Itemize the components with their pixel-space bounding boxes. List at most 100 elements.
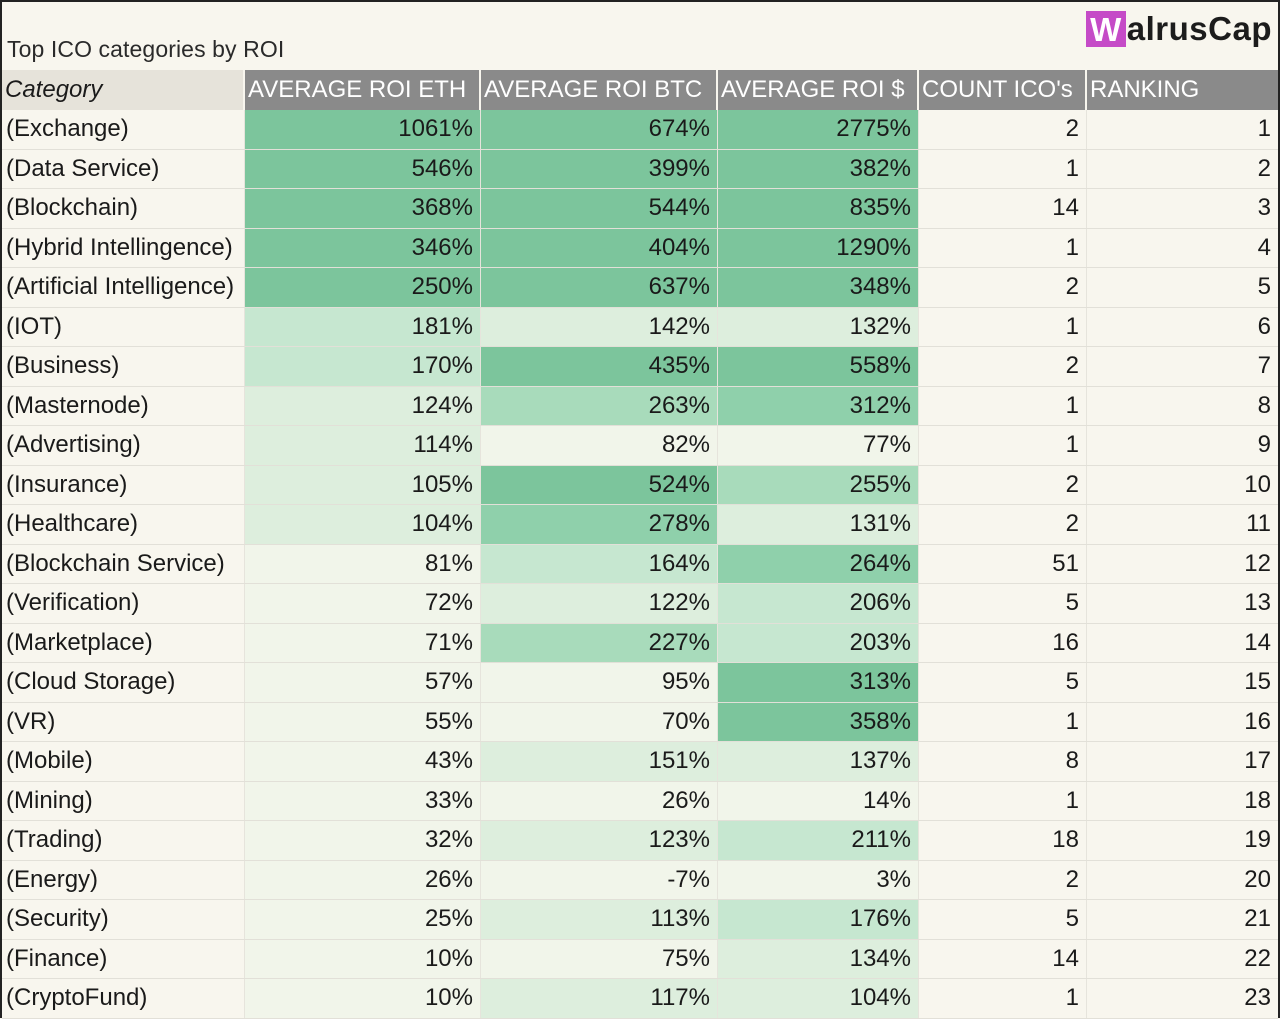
roi-eth-cell: 250% <box>245 268 481 307</box>
table-row: (Energy) 26% -7% 3% 2 20 <box>2 860 1278 900</box>
count-ico-cell: 14 <box>919 189 1087 228</box>
roi-usd-cell: 255% <box>718 465 919 504</box>
category-cell: (Cloud Storage) <box>2 663 245 702</box>
ranking-cell: 7 <box>1257 352 1271 379</box>
table-row: (CryptoFund) 10% 117% 104% 1 23 <box>2 979 1278 1019</box>
header-roi-usd: AVERAGE ROI $ <box>718 70 919 110</box>
ranking-cell: 20 <box>1244 865 1271 893</box>
roi-eth-cell: 1061% <box>245 110 481 149</box>
roi-btc-cell: 524% <box>481 465 718 504</box>
ranking-cell: 4 <box>1257 233 1271 261</box>
roi-eth-cell: 71% <box>245 623 481 662</box>
count-ico-cell: 8 <box>919 742 1087 781</box>
count-ico-cell: 2 <box>919 465 1087 504</box>
table-row: (Data Service) 546% 399% 382% 1 2 <box>2 149 1278 189</box>
roi-usd-cell: 104% <box>718 979 919 1018</box>
roi-usd-cell: 137% <box>718 742 919 781</box>
roi-btc-cell: 263% <box>481 386 718 425</box>
roi-eth-cell: 33% <box>245 781 481 820</box>
category-cell: (Verification) <box>2 584 245 623</box>
ranking-cell: 17 <box>1244 747 1271 774</box>
ranking-cell: 22 <box>1244 944 1271 972</box>
roi-eth-cell: 124% <box>245 386 481 425</box>
logo-initial: W <box>1086 11 1126 48</box>
count-ico-cell: 1 <box>919 781 1087 820</box>
roi-usd-cell: 313% <box>718 663 919 702</box>
chart-title: Top ICO categories by ROI <box>7 36 285 62</box>
ranking-cell: 15 <box>1244 668 1271 695</box>
roi-eth-cell: 181% <box>245 307 481 346</box>
table-body: (Exchange) 1061% 674% 2775% 2 1 (Data Service)… <box>2 110 1278 1019</box>
roi-eth-cell: 32% <box>245 821 481 860</box>
roi-usd-cell: 312% <box>718 386 919 425</box>
roi-usd-cell: 77% <box>718 426 919 465</box>
count-ico-cell: 1 <box>919 386 1087 425</box>
count-ico-cell: 5 <box>919 663 1087 702</box>
table-row: (VR) 55% 70% 358% 1 16 <box>2 702 1278 742</box>
ranking-cell: 11 <box>1246 510 1271 537</box>
header-row: Category AVERAGE ROI ETH AVERAGE ROI BTC… <box>2 70 1278 110</box>
roi-eth-cell: 546% <box>245 149 481 188</box>
ranking-cell: 21 <box>1244 905 1271 932</box>
ranking-cell: 2 <box>1257 154 1271 182</box>
roi-btc-cell: 164% <box>481 544 718 583</box>
ranking-cell: 14 <box>1244 628 1271 656</box>
count-ico-cell: 1 <box>919 228 1087 267</box>
roi-eth-cell: 25% <box>245 900 481 939</box>
category-cell: (Hybrid Intellingence) <box>2 228 245 267</box>
category-cell: (Blockchain) <box>2 189 245 228</box>
table-row: (Cloud Storage) 57% 95% 313% 5 15 <box>2 663 1278 703</box>
roi-usd-cell: 134% <box>718 939 919 978</box>
table-row: (Mobile) 43% 151% 137% 8 17 <box>2 742 1278 782</box>
ranking-cell: 13 <box>1244 589 1271 616</box>
count-ico-cell: 1 <box>919 307 1087 346</box>
roi-usd-cell: 835% <box>718 189 919 228</box>
roi-eth-cell: 26% <box>245 860 481 899</box>
roi-btc-cell: 637% <box>481 268 718 307</box>
roi-btc-cell: 142% <box>481 307 718 346</box>
ranking-cell: 16 <box>1244 707 1271 735</box>
table-row: (Marketplace) 71% 227% 203% 16 14 <box>2 623 1278 663</box>
category-cell: (Trading) <box>2 821 245 860</box>
count-ico-cell: 2 <box>919 347 1087 386</box>
category-cell: (CryptoFund) <box>2 979 245 1018</box>
category-cell: (Exchange) <box>2 110 245 149</box>
roi-btc-cell: 278% <box>481 505 718 544</box>
table-row: (Business) 170% 435% 558% 2 7 <box>2 347 1278 387</box>
category-cell: (Data Service) <box>2 149 245 188</box>
category-cell: (Artificial Intelligence) <box>2 268 245 307</box>
roi-btc-cell: 70% <box>481 702 718 741</box>
roi-eth-cell: 57% <box>245 663 481 702</box>
roi-btc-cell: 227% <box>481 623 718 662</box>
count-ico-cell: 2 <box>919 268 1087 307</box>
count-ico-cell: 2 <box>919 860 1087 899</box>
category-cell: (Security) <box>2 900 245 939</box>
roi-eth-cell: 104% <box>245 505 481 544</box>
category-cell: (Masternode) <box>2 386 245 425</box>
ranking-cell: 10 <box>1244 470 1271 498</box>
roi-usd-cell: 131% <box>718 505 919 544</box>
category-cell: (Mining) <box>2 781 245 820</box>
ranking-cell: 6 <box>1257 312 1271 340</box>
table-row: (Hybrid Intellingence) 346% 404% 1290% 1 4 <box>2 228 1278 268</box>
table-row: (Blockchain) 368% 544% 835% 14 3 <box>2 189 1278 229</box>
roi-eth-cell: 43% <box>245 742 481 781</box>
roi-usd-cell: 211% <box>718 821 919 860</box>
category-cell: (Insurance) <box>2 465 245 504</box>
roi-usd-cell: 1290% <box>718 228 919 267</box>
roi-usd-cell: 264% <box>718 544 919 583</box>
ranking-cell: 18 <box>1244 786 1271 814</box>
table-row: (Security) 25% 113% 176% 5 21 <box>2 900 1278 940</box>
roi-btc-cell: 399% <box>481 149 718 188</box>
roi-btc-cell: 151% <box>481 742 718 781</box>
roi-eth-cell: 114% <box>245 426 481 465</box>
roi-usd-cell: 203% <box>718 623 919 662</box>
roi-usd-cell: 14% <box>718 781 919 820</box>
roi-usd-cell: 206% <box>718 584 919 623</box>
category-cell: (Advertising) <box>2 426 245 465</box>
header-ranking: RANKING <box>1090 76 1200 103</box>
count-ico-cell: 14 <box>919 939 1087 978</box>
roi-usd-cell: 132% <box>718 307 919 346</box>
category-cell: (Mobile) <box>2 742 245 781</box>
